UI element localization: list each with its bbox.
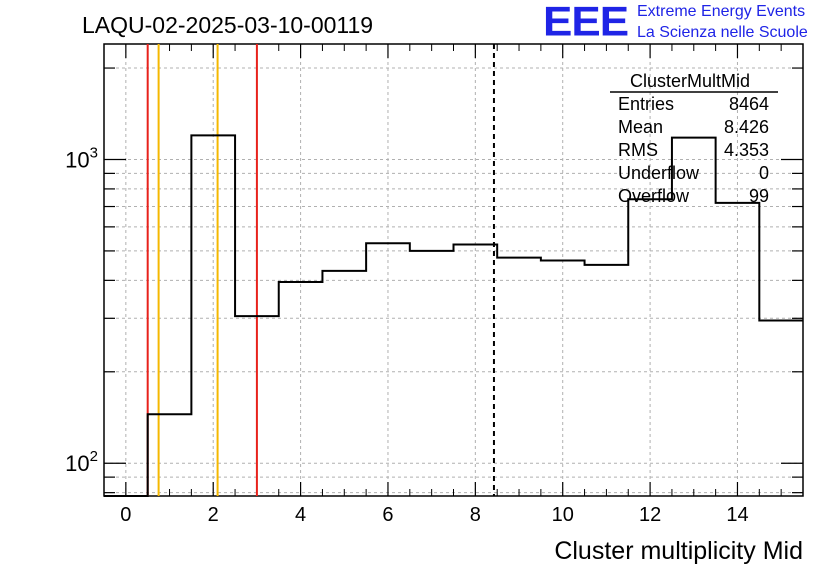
- eee-logo: EEE: [543, 0, 629, 45]
- histogram-line: [104, 134, 803, 497]
- y-tick-base: 10: [65, 451, 89, 476]
- y-tick-label: 103: [65, 144, 98, 172]
- x-tick-label: 12: [639, 504, 661, 526]
- stats-value: 8464: [729, 94, 769, 114]
- x-axis: 0 2 4 6 8 10 12 14: [120, 44, 749, 526]
- x-axis-label: Cluster multiplicity Mid: [554, 537, 803, 565]
- y-tick-base: 10: [65, 147, 89, 172]
- stats-value: 8.426: [724, 117, 769, 137]
- stats-label: RMS: [618, 140, 658, 160]
- y-tick-exponent: 3: [90, 144, 98, 161]
- logo-line-1: Extreme Energy Events: [637, 3, 806, 20]
- stats-title: ClusterMultMid: [630, 71, 750, 91]
- x-tick-label: 0: [120, 504, 131, 526]
- x-tick-label: 10: [552, 504, 574, 526]
- chart-title: LAQU-02-2025-03-10-00119: [82, 12, 373, 38]
- stats-box: ClusterMultMid Entries 8464 Mean 8.426 RMS 4.…: [610, 71, 778, 206]
- x-tick-label: 4: [295, 504, 306, 526]
- y-tick-exponent: 2: [90, 448, 98, 465]
- stats-label: Entries: [618, 94, 674, 114]
- x-tick-label: 2: [208, 504, 219, 526]
- logo-line-2: La Scienza nelle Scuole: [637, 24, 808, 41]
- x-tick-label: 14: [726, 504, 748, 526]
- minor-ticks: [103, 44, 804, 496]
- stats-label: Mean: [618, 117, 663, 137]
- y-tick-label: 102: [65, 448, 98, 476]
- marker-lines: [146, 44, 495, 496]
- x-tick-label: 6: [382, 504, 393, 526]
- stats-label: Overflow: [618, 186, 690, 206]
- stats-value: 4.353: [724, 140, 769, 160]
- stats-rows: Entries 8464 Mean 8.426 RMS 4.353 Underflow 0 Ov…: [618, 94, 769, 206]
- stats-label: Underflow: [618, 163, 700, 183]
- x-tick-label: 8: [470, 504, 481, 526]
- grid: [104, 44, 803, 496]
- stats-value: 0: [759, 163, 769, 183]
- plot-frame: [103, 43, 804, 497]
- stats-value: 99: [749, 186, 769, 206]
